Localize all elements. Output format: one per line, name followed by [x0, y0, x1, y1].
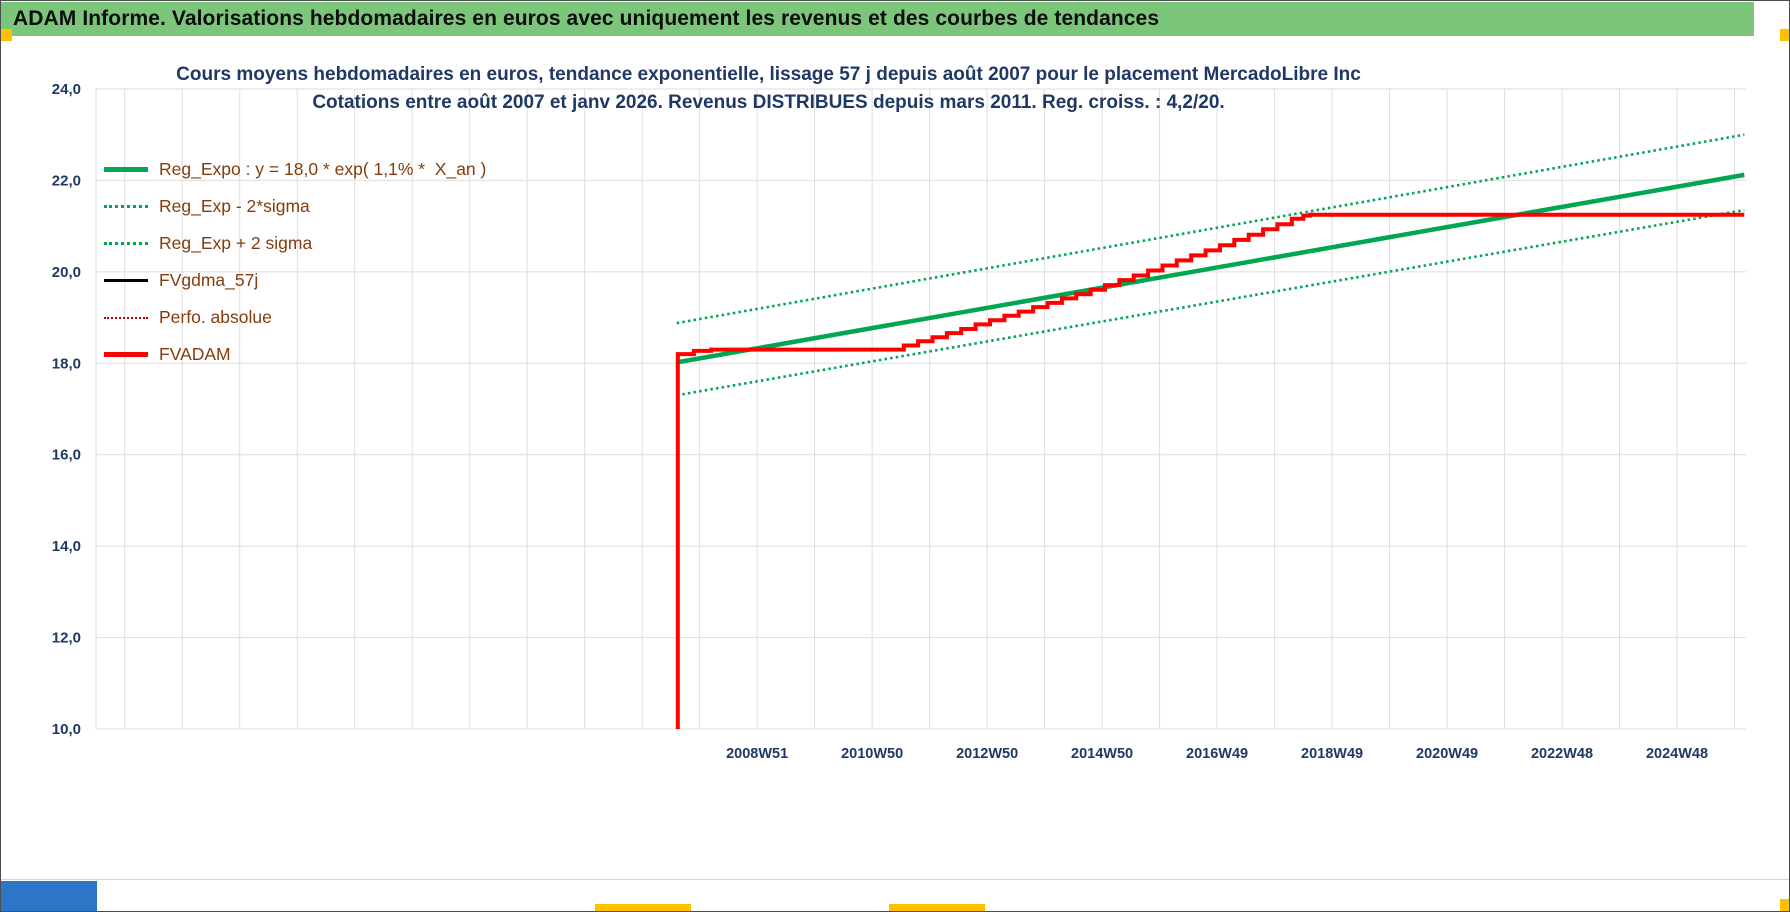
legend-item-fvgdma-57j: FVgdma_57j	[104, 262, 486, 299]
legend-item-reg-exp-minus-2s: Reg_Exp - 2*sigma	[104, 188, 486, 225]
legend-line-sample	[104, 205, 148, 208]
legend-line-sample	[104, 242, 148, 245]
x-tick-label: 2022W48	[1531, 746, 1593, 762]
legend-label: Reg_Exp - 2*sigma	[159, 196, 310, 216]
legend-label: Reg_Exp + 2 sigma	[159, 233, 313, 253]
legend-label: Reg_Expo : y = 18,0 * exp( 1,1% * X_an )	[159, 159, 487, 179]
y-tick-label: 10,0	[52, 721, 81, 738]
legend-item-reg-expo: Reg_Expo : y = 18,0 * exp( 1,1% * X_an )	[104, 151, 486, 188]
selection-handle-top-left	[1, 29, 12, 41]
chart-title-line2: Cotations entre août 2007 et janv 2026. …	[312, 92, 1225, 113]
y-tick-label: 24,0	[52, 81, 81, 98]
legend-line-sample	[104, 279, 148, 282]
chart-title-line1: Cours moyens hebdomadaires en euros, ten…	[176, 64, 1361, 85]
legend-line-sample	[104, 352, 148, 357]
y-tick-label: 12,0	[52, 630, 81, 647]
x-tick-label: 2016W49	[1186, 746, 1248, 762]
x-tick-label: 2012W50	[956, 746, 1018, 762]
legend-item-fvadam: FVADAM	[104, 336, 486, 373]
legend-label: FVADAM	[159, 344, 231, 364]
x-tick-label: 2010W50	[841, 746, 903, 762]
gridlines	[95, 88, 1746, 730]
selection-handle-bottom-right	[1780, 899, 1789, 911]
chart-title-block: Cours moyens hebdomadaires en euros, ten…	[96, 61, 1441, 117]
y-tick-label: 14,0	[52, 538, 81, 555]
x-tick-label: 2020W49	[1416, 746, 1478, 762]
series-reg-exp-plus-2sigma	[676, 133, 1745, 325]
x-tick-label: 2008W51	[726, 746, 788, 762]
series-reg-expo	[676, 172, 1745, 365]
header-banner: ADAM Informe. Valorisations hebdomadaire…	[1, 2, 1754, 36]
legend-label: Perfo. absolue	[159, 307, 272, 327]
worksheet-yellow-dash-1	[595, 904, 691, 911]
legend-item-perfo-absolue: Perfo. absolue	[104, 299, 486, 336]
scrollbar-thumb[interactable]	[1, 881, 97, 911]
x-tick-label: 2014W50	[1071, 746, 1133, 762]
worksheet-yellow-dash-2	[889, 904, 985, 911]
series-reg-exp-minus-2sigma	[676, 208, 1745, 397]
legend-line-sample	[104, 316, 148, 319]
chart-bottom-border	[1, 879, 1789, 880]
x-tick-label: 2018W49	[1301, 746, 1363, 762]
series-fvadam	[675, 212, 1745, 729]
y-tick-label: 22,0	[52, 172, 81, 189]
x-tick-label: 2024W48	[1646, 746, 1708, 762]
y-tick-label: 16,0	[52, 447, 81, 464]
legend: Reg_Expo : y = 18,0 * exp( 1,1% * X_an )…	[104, 151, 486, 373]
y-tick-label: 18,0	[52, 355, 81, 372]
legend-line-sample	[104, 167, 148, 172]
selection-handle-top-right	[1780, 29, 1789, 41]
legend-item-reg-exp-plus-2s: Reg_Exp + 2 sigma	[104, 225, 486, 262]
legend-label: FVgdma_57j	[159, 270, 259, 290]
header-title: ADAM Informe. Valorisations hebdomadaire…	[13, 7, 1160, 30]
y-tick-label: 20,0	[52, 264, 81, 281]
